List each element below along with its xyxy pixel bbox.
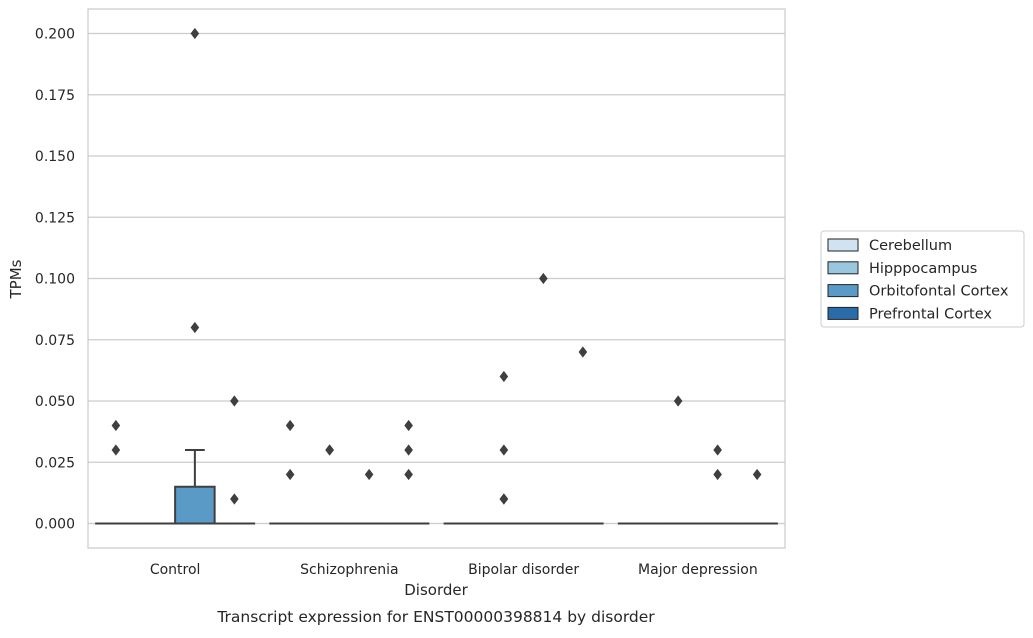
outlier-point [753, 469, 762, 480]
x-tick-label: Control [150, 562, 201, 578]
outlier-point [579, 346, 588, 357]
legend-swatch [828, 307, 858, 319]
legend-label: Hipppocampus [869, 261, 977, 277]
legend-swatch [828, 262, 858, 274]
outlier-point [230, 493, 239, 504]
outlier-point [191, 322, 200, 333]
box [175, 450, 215, 524]
y-tick-label: 0.025 [35, 455, 75, 471]
x-axis-ticks: Control Schizophrenia Bipolar disorder Majo… [150, 562, 758, 578]
outlier-point [230, 395, 239, 406]
outlier-point [404, 469, 413, 480]
outlier-point [674, 395, 683, 406]
box-body [175, 487, 215, 524]
y-tick-label: 0.150 [35, 149, 75, 165]
y-tick-label: 0.100 [35, 272, 75, 288]
y-axis-label: TPMs [7, 259, 25, 299]
outlier-point [286, 469, 295, 480]
outlier-point [500, 444, 509, 455]
y-tick-label: 0.125 [35, 210, 75, 226]
outlier-point [404, 444, 413, 455]
y-axis-ticks: 0.000 0.025 0.050 0.075 0.100 0.125 0.150 0.175… [35, 27, 75, 533]
y-tick-label: 0.175 [35, 88, 75, 104]
boxes-layer [96, 450, 777, 524]
legend-swatch [828, 285, 858, 297]
chart-caption: Transcript expression for ENST0000039881… [216, 608, 655, 626]
outlier-point [539, 273, 548, 284]
outlier-point [404, 420, 413, 431]
outlier-point [325, 444, 334, 455]
outlier-point [112, 444, 121, 455]
outlier-point [365, 469, 374, 480]
y-tick-label: 0.200 [35, 27, 75, 43]
outlier-point [286, 420, 295, 431]
outlier-point [191, 28, 200, 39]
outlier-point [713, 469, 722, 480]
y-tick-label: 0.050 [35, 394, 75, 410]
outlier-point [713, 444, 722, 455]
outlier-point [500, 493, 509, 504]
outlier-point [112, 420, 121, 431]
outliers-layer [112, 28, 762, 505]
x-tick-label: Major depression [638, 562, 758, 578]
legend-label: Prefrontal Cortex [869, 306, 992, 322]
legend-label: Orbitofontal Cortex [869, 284, 1009, 300]
y-tick-label: 0.075 [35, 333, 75, 349]
outlier-point [500, 371, 509, 382]
x-tick-label: Bipolar disorder [468, 562, 579, 578]
y-tick-label: 0.000 [35, 517, 75, 533]
x-axis-label: Disorder [404, 581, 468, 599]
x-tick-label: Schizophrenia [300, 562, 398, 578]
legend-swatch [828, 239, 858, 251]
legend-label: Cerebellum [869, 238, 952, 254]
legend: Cerebellum Hipppocampus Orbitofontal Corte… [821, 231, 1024, 327]
